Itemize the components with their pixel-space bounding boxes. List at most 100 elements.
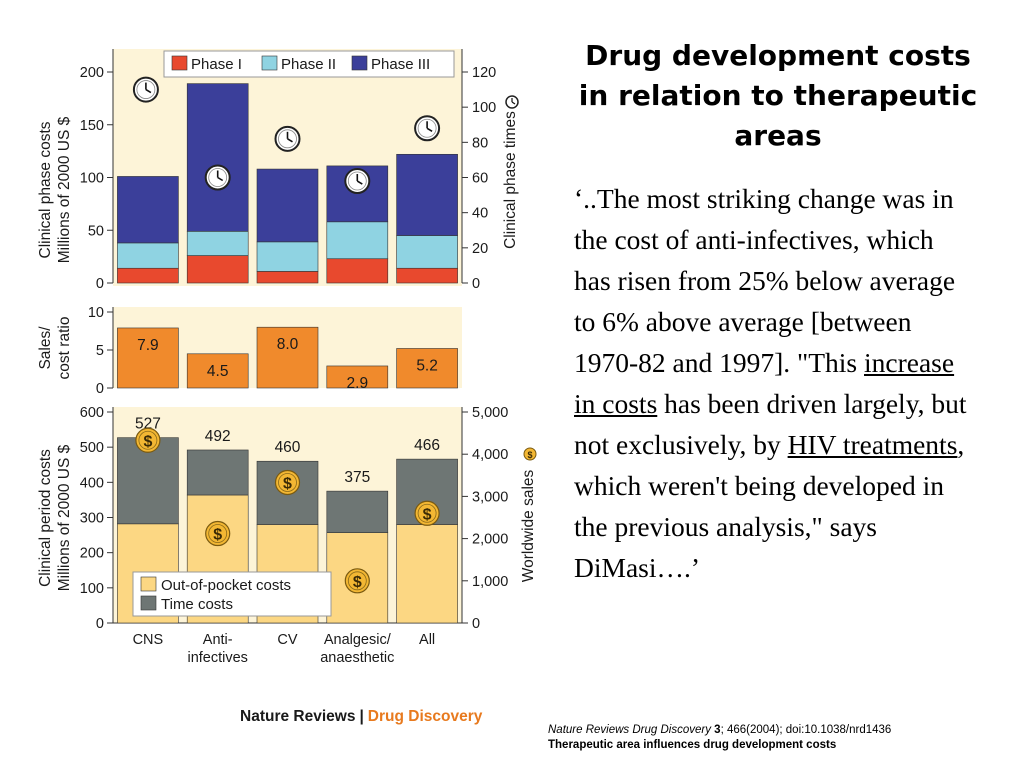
phase-cost-bar-phase-iii-cv	[256, 168, 319, 243]
coin-rim	[417, 503, 437, 523]
clock-icon	[204, 164, 231, 191]
sales-ratio-bar-all	[396, 348, 458, 389]
clock-icon	[274, 125, 301, 152]
sales-ratio-value-label: 5.2	[416, 357, 438, 374]
category-label-analgesic-anaesthetic: anaesthetic	[320, 650, 394, 666]
phase-costs-y-tick-label: 50	[88, 223, 104, 239]
coin-symbol: $	[527, 450, 532, 460]
phase-times-y-tick-label: 20	[472, 241, 488, 257]
period-cost-legend: Out-of-pocket costs Time costs	[132, 571, 332, 617]
phase-times-y-tick-label: 40	[472, 206, 488, 222]
phase-legend-swatch	[261, 55, 278, 71]
phase-costs-y-tick-label: 150	[80, 118, 104, 134]
sales-ratio-y-axis-unit: cost ratio	[56, 317, 73, 380]
category-label-anti-infectives: Anti-	[203, 632, 233, 648]
clock-rim	[417, 118, 437, 138]
phase-cost-bar-phase-iii-anti-infectives	[186, 83, 249, 232]
clock-rim	[278, 129, 297, 149]
quote-part-1: ‘..The most striking change was in the c…	[574, 183, 956, 378]
dollar-coin-icon: $	[344, 568, 370, 594]
clock-rim	[136, 80, 156, 99]
phase-legend-label-phase-i: Phase I	[191, 56, 242, 73]
sales-ratio-y-tick-label: 0	[96, 381, 104, 397]
phase-times-y-tick-label: 120	[472, 65, 496, 81]
sales-ratio-bar-analgesic-anaesthetic	[326, 365, 389, 389]
phase-legend-swatch	[171, 55, 188, 71]
coin-face	[523, 447, 537, 461]
phase-costs-y-tick-label: 100	[80, 171, 104, 187]
period-cost-legend-label-out-of-pocket-costs: Out-of-pocket costs	[161, 577, 291, 594]
period-cost-legend-swatch	[140, 576, 157, 592]
clock-hand	[511, 101, 516, 105]
clock-rim	[208, 168, 228, 187]
dollar-coin-icon: $	[135, 427, 161, 453]
clock-hand	[287, 138, 293, 143]
period-cost-total-label: 527	[135, 416, 161, 433]
phase-cost-bar-phase-iii-cns	[117, 176, 179, 244]
phase-times-y-tick-label: 60	[472, 171, 488, 187]
phase-legend: Phase I Phase II Phase III	[163, 50, 455, 78]
coin-symbol: $	[283, 475, 292, 492]
sales-ratio-y-tick-label: 10	[88, 305, 104, 321]
worldwide-sales-y-tick-label: 5,000	[472, 405, 508, 421]
category-label-cv: CV	[277, 632, 297, 648]
coin-symbol: $	[143, 433, 152, 450]
clock-hand	[356, 180, 363, 185]
clock-icon	[344, 168, 371, 195]
phase-legend-label-phase-iii: Phase III	[371, 56, 430, 73]
phase-costs-y-tick-label: 0	[96, 276, 104, 292]
coin-face	[135, 427, 161, 453]
coin-rim	[278, 473, 297, 492]
coin-face	[414, 500, 440, 526]
citation-subtitle: Therapeutic area influences drug develop…	[548, 739, 837, 751]
clock-hand	[426, 127, 433, 132]
coin-rim	[347, 571, 367, 591]
period-costs-y-tick-label: 500	[80, 440, 104, 456]
period-cost-bar-out-of-pocket-costs-all	[396, 524, 458, 624]
citation: Nature Reviews Drug Discovery 3; 466(200…	[548, 723, 1018, 753]
journal-brand: Nature Reviews | Drug Discovery	[240, 708, 482, 726]
phase-legend-swatch	[351, 55, 368, 71]
phase-cost-bar-phase-iii-all	[396, 153, 458, 236]
worldwide-sales-y-tick-label: 4,000	[472, 447, 508, 463]
period-cost-total-label: 460	[275, 439, 301, 456]
period-cost-legend-swatch	[140, 595, 157, 611]
coin-symbol: $	[213, 527, 222, 544]
worldwide-sales-y-tick-label: 2,000	[472, 532, 508, 548]
coin-face	[344, 568, 370, 594]
worldwide-sales-dollar-icon: $	[523, 447, 537, 461]
phase-cost-bar-phase-ii-cv	[256, 241, 319, 272]
increase-in-costs-link[interactable]: increase in costs	[574, 347, 955, 419]
hiv-treatments-link[interactable]: HIV treatments	[787, 429, 958, 460]
period-costs-y-axis-unit: Millions of 2000 US $	[56, 444, 73, 591]
phase-times-y-tick-label: 0	[472, 276, 480, 292]
citation-details: ; 466(2004); doi:10.1038/nrd1436	[720, 724, 892, 736]
worldwide-sales-y-axis-title: Worldwide sales	[520, 469, 537, 582]
period-costs-y-tick-label: 600	[80, 405, 104, 421]
worldwide-sales-y-tick-label: 0	[472, 616, 480, 632]
phase-cost-bar-phase-i-analgesic-anaesthetic	[326, 258, 389, 284]
coin-face	[274, 469, 301, 496]
citation-journal: Nature Reviews Drug Discovery	[548, 724, 711, 736]
coin-symbol: $	[353, 574, 362, 591]
phase-costs-y-axis-unit: Millions of 2000 US $	[56, 116, 73, 263]
period-costs-y-tick-label: 400	[80, 475, 104, 491]
period-costs-y-tick-label: 300	[80, 511, 104, 527]
phase-cost-bar-phase-ii-analgesic-anaesthetic	[326, 221, 389, 260]
worldwide-sales-y-tick-label: 3,000	[472, 489, 508, 505]
category-label-anti-infectives: infectives	[187, 650, 247, 666]
quote-text: ‘..The most striking change was in the c…	[574, 178, 974, 588]
category-label-analgesic-anaesthetic: Analgesic/	[324, 632, 392, 648]
dollar-coin-icon: $	[205, 520, 231, 547]
category-label-all: All	[419, 632, 435, 648]
clock-icon	[414, 115, 441, 142]
clock-hand	[145, 88, 152, 94]
phase-legend-box	[163, 50, 455, 78]
period-cost-bar-time-costs-analgesic-anaesthetic	[326, 490, 389, 533]
phase-costs-y-axis-title: Clinical phase costs	[37, 121, 54, 258]
period-costs-y-tick-label: 100	[80, 581, 104, 597]
brand-nature-reviews: Nature Reviews	[240, 708, 356, 725]
period-cost-total-label: 492	[205, 428, 231, 445]
period-cost-legend-label-time-costs: Time costs	[161, 596, 233, 613]
